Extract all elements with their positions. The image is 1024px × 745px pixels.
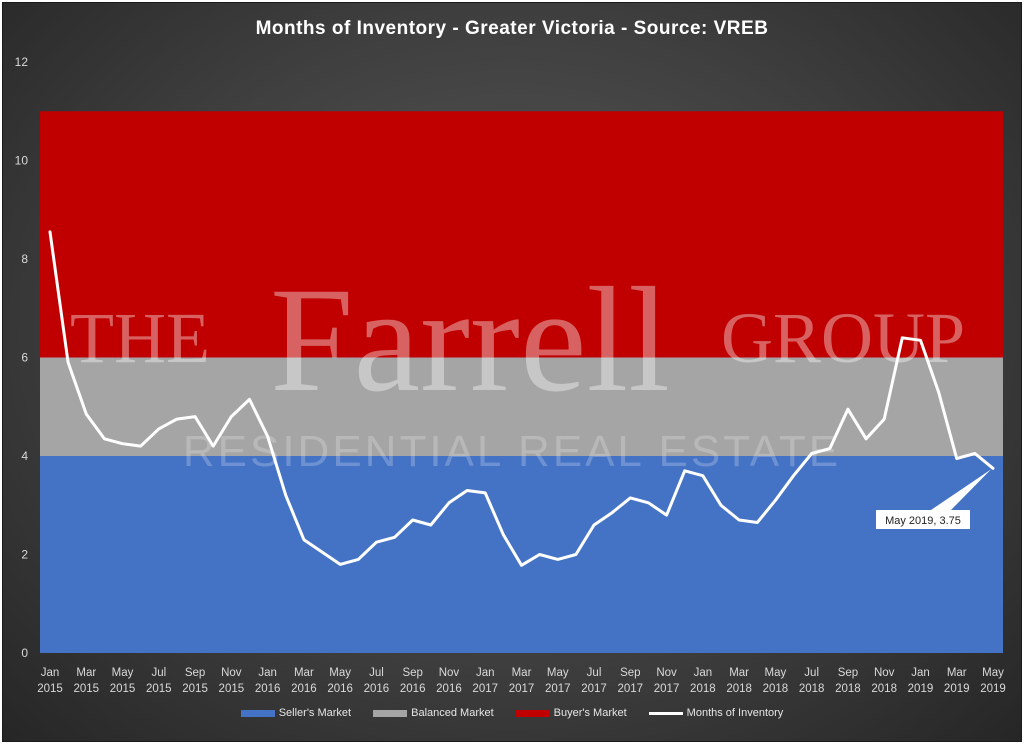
watermark-the: THE bbox=[70, 298, 210, 378]
y-tick-label: 12 bbox=[15, 55, 29, 69]
x-tick-label-month: May bbox=[112, 667, 134, 679]
x-tick-label-month: Mar bbox=[512, 667, 532, 679]
y-tick-label: 4 bbox=[21, 449, 28, 463]
x-tick-label-month: Mar bbox=[294, 667, 314, 679]
series-line-months-of-inventory bbox=[48, 230, 995, 567]
x-tick-label-month: Jan bbox=[694, 667, 713, 679]
x-tick-label-year: 2017 bbox=[618, 683, 644, 695]
x-tick-label-month: Jan bbox=[476, 667, 495, 679]
x-tick-label-month: Nov bbox=[439, 667, 460, 679]
x-tick-label-year: 2015 bbox=[73, 683, 99, 695]
y-axis: 0 2 4 6 8 10 12 bbox=[15, 55, 29, 660]
x-tick-label-month: Mar bbox=[76, 667, 96, 679]
market-bands bbox=[40, 111, 1003, 653]
x-tick-label-month: May bbox=[765, 667, 787, 679]
watermark-group: GROUP bbox=[721, 298, 965, 378]
x-tick-label-month: Sep bbox=[185, 667, 205, 679]
annotation-label: May 2019, 3.75 bbox=[885, 515, 961, 527]
x-tick-label-year: 2018 bbox=[799, 683, 825, 695]
x-tick-label-year: 2015 bbox=[110, 683, 136, 695]
legend-item: Seller's Market bbox=[240, 707, 352, 719]
x-tick-label-year: 2019 bbox=[980, 683, 1006, 695]
x-tick-label-year: 2016 bbox=[327, 683, 353, 695]
y-tick-label: 0 bbox=[21, 646, 28, 660]
y-tick-label: 10 bbox=[15, 154, 29, 168]
x-tick-label-month: Sep bbox=[620, 667, 640, 679]
x-tick-label-year: 2016 bbox=[436, 683, 462, 695]
x-tick-label-year: 2015 bbox=[219, 683, 245, 695]
x-tick-label-year: 2017 bbox=[545, 683, 571, 695]
y-tick-label: 2 bbox=[21, 548, 28, 562]
watermark-farrell: Farrell bbox=[270, 257, 670, 423]
x-tick-label-year: 2016 bbox=[291, 683, 317, 695]
x-tick-label-year: 2016 bbox=[364, 683, 390, 695]
legend-label: Months of Inventory bbox=[686, 707, 784, 719]
legend-item: Balanced Market bbox=[373, 707, 494, 719]
x-tick-label-month: Nov bbox=[656, 667, 677, 679]
legend-label: Seller's Market bbox=[278, 707, 352, 719]
watermark-subtitle: RESIDENTIAL REAL ESTATE bbox=[183, 427, 841, 476]
x-tick-label-year: 2017 bbox=[472, 683, 498, 695]
x-tick-label-month: Nov bbox=[221, 667, 242, 679]
x-tick-label-year: 2018 bbox=[871, 683, 897, 695]
series-layer bbox=[48, 230, 995, 567]
x-tick-label-month: Jul bbox=[151, 667, 166, 679]
x-tick-label-year: 2018 bbox=[690, 683, 716, 695]
x-tick-label-month: May bbox=[982, 667, 1004, 679]
annotation-layer: May 2019, 3.75 bbox=[876, 469, 991, 529]
x-tick-label-month: Jan bbox=[41, 667, 60, 679]
x-tick-label-year: 2018 bbox=[835, 683, 861, 695]
y-tick-label: 8 bbox=[21, 252, 28, 266]
x-tick-label-month: Nov bbox=[874, 667, 895, 679]
x-tick-label-year: 2016 bbox=[400, 683, 426, 695]
band-seller-s-market bbox=[40, 456, 1003, 653]
band-buyer-s-market bbox=[40, 111, 1003, 358]
x-tick-label-year: 2015 bbox=[146, 683, 172, 695]
farrell-group-watermark: THE Farrell GROUP RESIDENTIAL REAL ESTAT… bbox=[70, 257, 965, 476]
x-tick-label-month: May bbox=[329, 667, 351, 679]
x-tick-label-year: 2017 bbox=[581, 683, 607, 695]
x-tick-label-month: May bbox=[547, 667, 569, 679]
x-tick-label-month: Mar bbox=[729, 667, 749, 679]
legend: Seller's Market Balanced Market Buyer's Ma… bbox=[0, 707, 1024, 719]
legend-label: Buyer's Market bbox=[553, 707, 627, 719]
legend-swatch bbox=[373, 709, 408, 717]
x-tick-label-year: 2019 bbox=[908, 683, 934, 695]
x-tick-label-year: 2015 bbox=[182, 683, 208, 695]
x-tick-label-year: 2017 bbox=[654, 683, 680, 695]
legend-swatch bbox=[515, 709, 550, 717]
chart-title: Months of Inventory - Greater Victoria -… bbox=[255, 18, 769, 39]
x-tick-label-month: Jul bbox=[804, 667, 819, 679]
x-tick-label-month: Jul bbox=[369, 667, 384, 679]
x-tick-label-year: 2017 bbox=[509, 683, 535, 695]
legend-item: Months of Inventory bbox=[648, 707, 784, 719]
legend-label: Balanced Market bbox=[411, 707, 494, 719]
legend-item: Buyer's Market bbox=[515, 707, 627, 719]
x-tick-label-month: Sep bbox=[402, 667, 422, 679]
y-tick-label: 6 bbox=[21, 351, 28, 365]
x-tick-label-month: Sep bbox=[838, 667, 858, 679]
legend-line-marker bbox=[648, 711, 683, 715]
band-balanced-market bbox=[40, 357, 1003, 456]
legend-swatch bbox=[240, 709, 275, 717]
annotation-box bbox=[876, 510, 970, 529]
x-tick-label-month: Jul bbox=[587, 667, 602, 679]
x-tick-label-month: Jan bbox=[258, 667, 277, 679]
x-tick-label-year: 2019 bbox=[944, 683, 970, 695]
x-tick-label-year: 2018 bbox=[763, 683, 789, 695]
x-tick-label-year: 2015 bbox=[37, 683, 63, 695]
x-tick-label-year: 2018 bbox=[726, 683, 752, 695]
x-tick-label-month: Mar bbox=[947, 667, 967, 679]
x-tick-label-year: 2016 bbox=[255, 683, 281, 695]
x-axis: Jan 2015 Mar 2015 May 2015 Jul 2015 Sep 2015 Nov 20… bbox=[37, 667, 1006, 695]
annotation-pointer bbox=[931, 469, 991, 510]
x-tick-label-month: Jan bbox=[911, 667, 930, 679]
